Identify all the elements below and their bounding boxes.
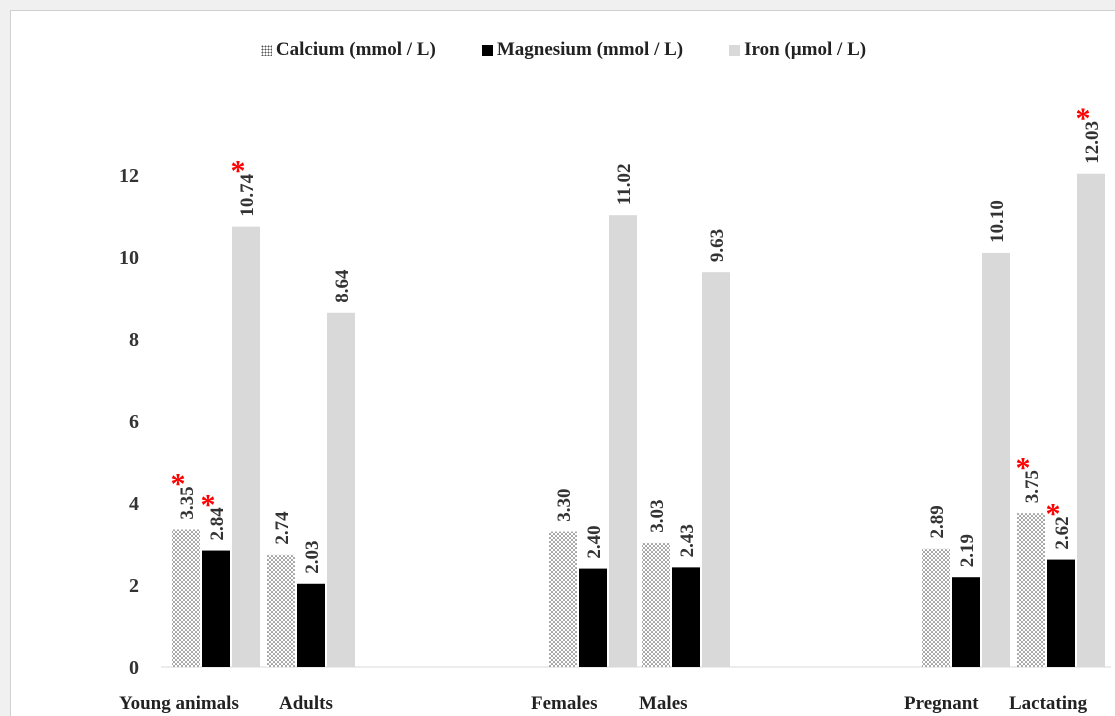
legend-item-calcium: Calcium (mmol / L) (260, 39, 436, 61)
data-label-calcium: 3.75 (1022, 470, 1043, 503)
y-tick-label: 12 (119, 165, 139, 187)
data-label-iron: 10.74 (237, 173, 258, 216)
data-label-iron: 8.64 (332, 269, 353, 303)
bar-calcium (642, 542, 670, 667)
x-category-label: Females (531, 693, 597, 714)
y-tick-label: 6 (129, 411, 139, 433)
bar-magnesium (202, 550, 230, 667)
data-label-calcium: 2.89 (927, 505, 948, 538)
significance-star: * (171, 468, 186, 501)
significance-star: * (1046, 498, 1061, 531)
data-label-calcium: 2.74 (272, 511, 293, 545)
data-label-iron: 9.63 (707, 229, 728, 262)
data-labels: 3.35*2.84*10.74*2.742.038.643.302.4011.0… (171, 102, 1104, 574)
legend-swatch-iron (729, 44, 741, 56)
y-tick-label: 4 (129, 493, 139, 515)
x-category-label: Lactating (1009, 693, 1088, 714)
bar-magnesium (672, 567, 700, 667)
data-label-calcium: 3.30 (554, 488, 575, 521)
chart-frame: Calcium (mmol / L) Magnesium (mmol / L) … (10, 10, 1115, 716)
x-axis: Young animals Adults Females Males Pregnant L… (119, 693, 1088, 714)
bar-magnesium (579, 568, 607, 667)
y-tick-label: 0 (129, 657, 139, 679)
data-label-iron: 10.10 (987, 200, 1008, 243)
bar-calcium (922, 548, 950, 667)
significance-star: * (231, 155, 246, 188)
legend-swatch-calcium (260, 44, 272, 56)
bars (172, 173, 1105, 667)
data-label-magnesium: 2.84 (207, 507, 228, 541)
bar-calcium (549, 531, 577, 667)
bar-iron (327, 312, 355, 667)
bar-iron (982, 252, 1010, 667)
x-category-label: Young animals (119, 693, 239, 714)
bar-iron (1077, 173, 1105, 667)
bar-iron (232, 226, 260, 667)
bar-calcium (267, 554, 295, 667)
legend-item-iron: Iron (µmol / L) (729, 39, 866, 61)
significance-star: * (201, 489, 216, 522)
data-label-magnesium: 2.03 (302, 541, 323, 574)
bar-iron (609, 215, 637, 667)
data-label-magnesium: 2.43 (677, 524, 698, 557)
bar-calcium (1017, 513, 1045, 667)
data-label-calcium: 3.03 (647, 500, 668, 533)
bar-iron (702, 272, 730, 667)
y-tick-label: 2 (129, 575, 139, 597)
bar-calcium (172, 529, 200, 667)
y-tick-label: 8 (129, 329, 139, 351)
x-category-label: Males (639, 693, 688, 714)
legend-label-iron: Iron (µmol / L) (744, 39, 867, 60)
legend-label-calcium: Calcium (mmol / L) (275, 39, 436, 60)
x-category-label: Pregnant (904, 693, 979, 714)
data-label-iron: 11.02 (614, 163, 635, 205)
data-label-magnesium: 2.19 (957, 534, 978, 567)
significance-star: * (1076, 102, 1091, 135)
legend-swatch-magnesium (481, 44, 493, 56)
bar-magnesium (1047, 559, 1075, 667)
data-label-magnesium: 2.40 (584, 525, 605, 558)
y-tick-label: 10 (119, 247, 139, 269)
significance-star: * (1016, 451, 1031, 484)
data-label-magnesium: 2.62 (1052, 516, 1073, 549)
bar-magnesium (297, 583, 325, 667)
legend: Calcium (mmol / L) Magnesium (mmol / L) … (11, 39, 1115, 61)
bar-magnesium (952, 577, 980, 667)
legend-label-magnesium: Magnesium (mmol / L) (496, 39, 684, 60)
data-label-calcium: 3.35 (177, 486, 198, 519)
x-category-label: Adults (279, 693, 333, 714)
legend-item-magnesium: Magnesium (mmol / L) (481, 39, 684, 61)
data-label-iron: 12.03 (1082, 121, 1103, 164)
